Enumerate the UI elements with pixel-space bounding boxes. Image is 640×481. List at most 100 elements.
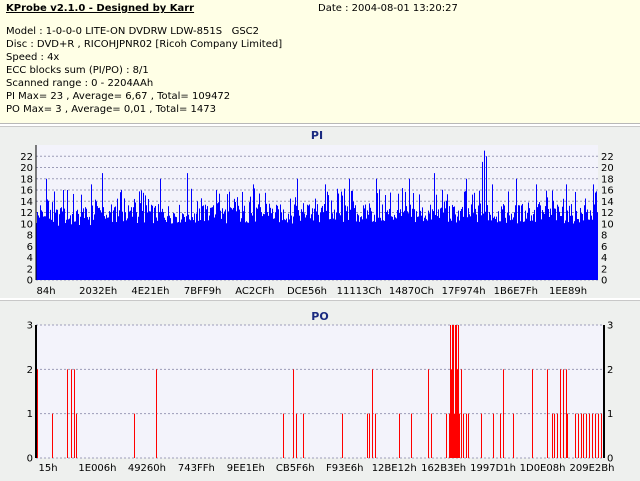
pi-bar: [257, 208, 258, 280]
pi-bar: [435, 215, 436, 280]
pi-bar: [355, 205, 356, 280]
po-bar: [369, 413, 370, 458]
pi-bar: [267, 212, 268, 280]
pi-bar: [588, 219, 589, 280]
pi-bar: [272, 208, 273, 280]
pi-bar: [161, 211, 162, 280]
y-tick-label-left: 2: [27, 264, 33, 275]
pi-bar: [465, 191, 466, 280]
po-bar: [451, 369, 452, 458]
pi-bar: [297, 178, 298, 280]
pi-bar: [575, 191, 576, 280]
pi-bar: [126, 220, 127, 280]
pi-bar: [525, 210, 526, 280]
pi-bar: [578, 219, 579, 280]
pi-bar: [487, 205, 488, 280]
pi-bar: [502, 209, 503, 280]
pi-bar: [61, 207, 62, 280]
pi-bar: [221, 218, 222, 280]
pi-bar: [363, 205, 364, 280]
pi-bar: [198, 220, 199, 280]
pi-bar: [515, 205, 516, 280]
pi-bar: [574, 221, 575, 280]
pi-bar: [462, 206, 463, 280]
po-bar: [456, 325, 457, 458]
pi-bar: [39, 217, 40, 280]
pi-bar: [144, 222, 145, 280]
po-bar: [466, 413, 467, 458]
pi-bar: [463, 216, 464, 280]
pi-bar: [519, 205, 520, 280]
pi-bar: [115, 206, 116, 280]
y-tick-label-left: 2: [27, 365, 33, 376]
pi-bar: [460, 211, 461, 280]
pi-bar: [583, 220, 584, 280]
pi-bar: [206, 209, 207, 280]
y-tick-label-right: 10: [601, 219, 614, 230]
po-bar: [566, 369, 567, 458]
pi-bar: [397, 210, 398, 280]
pi-bar: [62, 211, 63, 280]
pi-bar: [491, 220, 492, 280]
pi-bar: [57, 209, 58, 280]
pi-bar: [455, 214, 456, 280]
pi-stats-line: PI Max= 23 , Average= 6,67 , Total= 1094…: [6, 91, 231, 102]
pi-bar: [548, 209, 549, 280]
po-bar: [452, 325, 453, 458]
pi-bar: [202, 206, 203, 280]
pi-bar: [96, 201, 97, 280]
pi-bar: [127, 218, 128, 280]
pi-bar: [420, 210, 421, 280]
pi-bar: [131, 207, 132, 280]
pi-bar: [590, 210, 591, 280]
po-bar: [601, 413, 602, 458]
pi-bar: [388, 214, 389, 280]
pi-bar: [193, 220, 194, 280]
pi-bar: [130, 210, 131, 280]
pi-bar: [136, 212, 137, 280]
y-tick-label-right: 3: [607, 321, 613, 332]
pi-bar: [406, 206, 407, 280]
po-bar: [293, 369, 294, 458]
pi-bar: [299, 215, 300, 280]
pi-bar: [493, 217, 494, 280]
pi-bar: [447, 194, 448, 280]
pi-bar: [90, 225, 91, 280]
pi-bar: [46, 178, 47, 280]
po-bar: [552, 413, 553, 458]
pi-bar: [175, 216, 176, 280]
pi-bar: [564, 223, 565, 280]
pi-bar: [50, 209, 51, 280]
pi-bar: [183, 214, 184, 280]
pi-bar: [577, 219, 578, 280]
x-tick-label: 14870Ch: [389, 286, 434, 297]
pi-bar: [59, 214, 60, 280]
pi-bar: [504, 205, 505, 280]
po-bar: [428, 369, 429, 458]
pi-bar: [296, 205, 297, 280]
pi-bar: [324, 203, 325, 280]
pi-bar: [86, 208, 87, 280]
pi-bar: [151, 204, 152, 280]
pi-bar: [240, 221, 241, 280]
pi-bar: [273, 218, 274, 280]
pi-bar: [551, 214, 552, 280]
x-tick-label: 4E21Eh: [131, 286, 169, 297]
pi-bar: [516, 178, 517, 280]
pi-bar: [279, 222, 280, 280]
pi-bar: [265, 192, 266, 280]
pi-bar: [561, 215, 562, 280]
disc-line: Disc : DVD+R , RICOHJPNR02 [Ricoh Compan…: [6, 39, 283, 50]
po-bar: [583, 413, 584, 458]
po-bar: [74, 369, 75, 458]
pi-bar: [259, 193, 260, 280]
x-tick-label: 162B3Eh: [421, 463, 466, 474]
pi-bar: [365, 204, 366, 280]
pi-bar: [132, 216, 133, 280]
pi-bar: [377, 193, 378, 280]
pi-bar: [473, 213, 474, 280]
pi-bar: [45, 216, 46, 280]
pi-bar: [188, 214, 189, 280]
pi-bar: [200, 220, 201, 280]
po-bar: [367, 413, 368, 458]
